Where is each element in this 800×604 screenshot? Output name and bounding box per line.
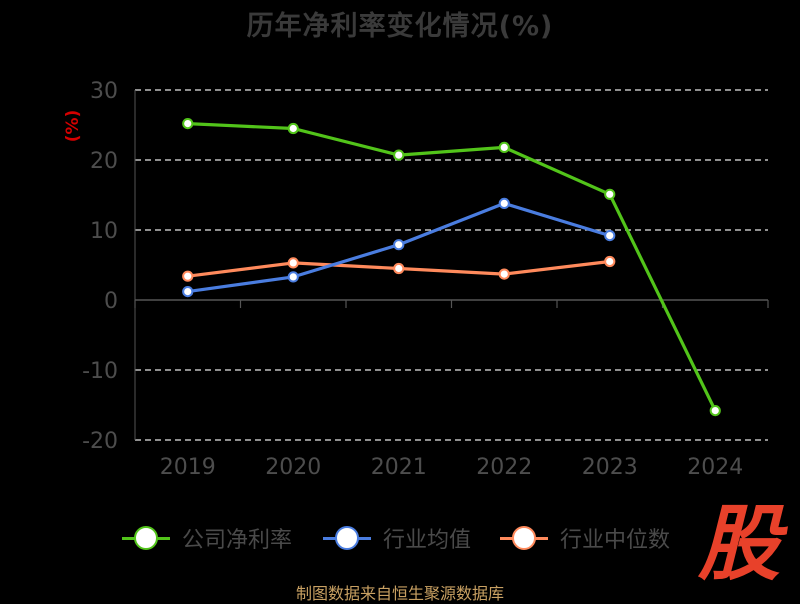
data-point	[498, 141, 510, 153]
series-line	[187, 122, 717, 412]
data-point	[182, 270, 194, 282]
legend-marker-icon	[500, 523, 548, 553]
legend-item-company[interactable]: 公司净利率	[122, 518, 292, 558]
legend-label: 行业中位数	[560, 528, 671, 553]
axis-layer	[134, 90, 769, 440]
x-tick-label: 2023	[582, 455, 638, 480]
data-point	[498, 268, 510, 280]
x-tick-label: 2019	[160, 455, 216, 480]
legend-label: 行业均值	[383, 528, 472, 553]
data-point	[182, 286, 194, 298]
x-tick-label: 2022	[476, 455, 532, 480]
y-tick-label: 0	[104, 289, 118, 314]
data-point	[287, 257, 299, 269]
y-tick-label: 30	[90, 79, 118, 104]
legend: 公司净利率 行业均值 行业中位数	[0, 518, 800, 558]
data-point	[393, 239, 405, 251]
data-point	[604, 255, 616, 268]
data-point	[604, 230, 616, 242]
data-point	[393, 262, 405, 275]
legend-label: 公司净利率	[182, 528, 293, 553]
data-point	[498, 197, 510, 209]
data-point	[393, 149, 405, 161]
legend-item-industry-mean[interactable]: 行业均值	[323, 518, 471, 558]
data-point	[709, 405, 721, 417]
legend-item-industry-median[interactable]: 行业中位数	[500, 518, 670, 558]
data-source-note: 制图数据来自恒生聚源数据库	[295, 584, 504, 603]
y-tick-label: 10	[90, 219, 118, 244]
y-axis-unit-label: (%)	[63, 110, 83, 143]
x-tick-label: 2024	[687, 455, 743, 480]
brand-logo: 股	[698, 497, 780, 592]
data-point	[604, 188, 616, 200]
y-tick-label: -10	[82, 359, 118, 384]
y-tick-label: 20	[90, 149, 118, 174]
grid-layer	[135, 89, 768, 441]
data-point	[287, 122, 299, 135]
y-tick-label: -20	[82, 429, 118, 454]
label-layer: 30 20 10 0 -10 -20 2019 2020 2021 2022 2023 2024 (%)	[63, 79, 743, 480]
data-point	[287, 271, 299, 283]
data-point	[182, 118, 194, 130]
legend-marker-icon	[122, 523, 170, 553]
series-layer	[182, 118, 721, 417]
legend-marker-icon	[323, 523, 371, 553]
chart-title: 历年净利率变化情况(%)	[246, 11, 554, 42]
x-tick-label: 2020	[265, 455, 321, 480]
x-tick-label: 2021	[371, 455, 427, 480]
